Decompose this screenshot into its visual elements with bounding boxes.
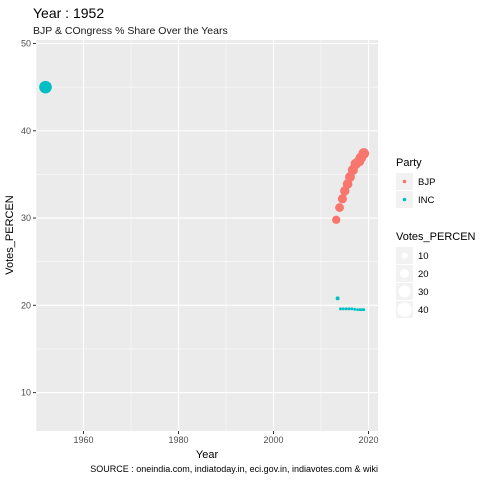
data-point-inc bbox=[335, 296, 340, 301]
data-point-bjp bbox=[332, 215, 341, 224]
x-tick-label: 1980 bbox=[168, 435, 188, 445]
chart-title: Year : 1952 bbox=[33, 5, 104, 21]
legend-size-20 bbox=[400, 269, 409, 278]
legend-size-40 bbox=[397, 302, 412, 317]
points-layer bbox=[39, 80, 370, 312]
data-point-inc bbox=[356, 308, 359, 312]
data-point-inc bbox=[39, 80, 52, 94]
data-point-inc bbox=[350, 307, 354, 311]
y-tick-label: 40 bbox=[21, 126, 31, 136]
data-point-bjp bbox=[335, 203, 344, 212]
data-point-inc bbox=[344, 307, 348, 311]
x-axis-label: Year bbox=[196, 449, 219, 461]
plot-panel bbox=[36, 40, 378, 431]
axis-layer: 1960 1980 2000 2020 10 20 30 40 50 bbox=[21, 38, 379, 445]
caption: SOURCE : oneindia.com, indiatoday.in, ec… bbox=[90, 464, 378, 474]
x-tick-label: 2000 bbox=[263, 435, 283, 445]
legend-size-label-10: 10 bbox=[418, 251, 429, 262]
legend-party: Party BJP INC bbox=[396, 157, 435, 208]
legend-size-30 bbox=[398, 285, 411, 298]
y-tick-label: 30 bbox=[21, 213, 31, 223]
y-axis-label: Votes_PERCEN bbox=[4, 195, 16, 275]
y-tick-label: 20 bbox=[21, 300, 31, 310]
x-tick-label: 2020 bbox=[358, 435, 378, 445]
legend-key-bjp bbox=[402, 179, 407, 184]
legend-label-inc: INC bbox=[418, 195, 435, 206]
legend-votes: Votes_PERCEN 10 20 30 40 bbox=[396, 231, 476, 318]
legend-label-bjp: BJP bbox=[418, 177, 435, 188]
grid-layer bbox=[35, 40, 378, 431]
data-point-inc bbox=[341, 307, 345, 311]
legend-size-label-40: 40 bbox=[418, 305, 429, 316]
data-point-inc bbox=[347, 307, 351, 311]
data-point-bjp bbox=[358, 148, 370, 159]
legend-size-10 bbox=[401, 252, 408, 259]
data-point-inc bbox=[353, 307, 357, 311]
legend-votes-title: Votes_PERCEN bbox=[396, 231, 476, 243]
legend-size-label-30: 30 bbox=[418, 287, 429, 298]
y-tick-label: 50 bbox=[21, 38, 31, 48]
legend-party-title: Party bbox=[396, 157, 422, 169]
legend-size-label-20: 20 bbox=[418, 269, 429, 280]
y-tick-label: 10 bbox=[21, 388, 31, 398]
chart-subtitle: BJP & COngress % Share Over the Years bbox=[33, 25, 228, 37]
data-point-inc bbox=[362, 308, 366, 312]
data-point-bjp bbox=[337, 194, 347, 204]
x-tick-label: 1960 bbox=[73, 435, 93, 445]
data-point-inc bbox=[339, 307, 342, 311]
legend-key-inc bbox=[402, 197, 407, 202]
